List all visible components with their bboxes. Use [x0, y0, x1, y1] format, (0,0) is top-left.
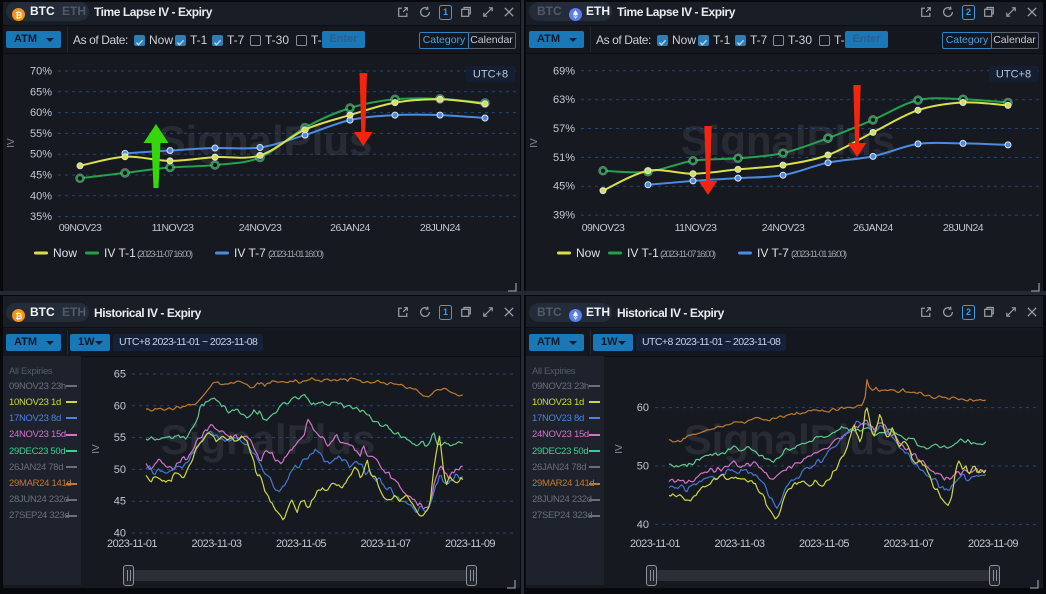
svg-text:60: 60 [114, 400, 126, 412]
svg-text:SignalPlus: SignalPlus [161, 416, 376, 463]
svg-text:(2023-11-07 16:00): (2023-11-07 16:00) [660, 249, 716, 260]
svg-text:24NOV23: 24NOV23 [762, 222, 805, 234]
svg-text:50%: 50% [30, 149, 52, 161]
svg-text:60: 60 [637, 402, 649, 414]
svg-text:70%: 70% [30, 66, 52, 78]
svg-text:63%: 63% [553, 94, 575, 106]
svg-text:SignalPlus: SignalPlus [684, 416, 899, 463]
svg-text:IV: IV [614, 444, 625, 454]
svg-text:09NOV23: 09NOV23 [59, 222, 102, 234]
svg-text:55: 55 [114, 432, 126, 444]
svg-text:IV: IV [529, 138, 540, 148]
svg-text:40: 40 [637, 519, 649, 531]
svg-text:2023-11-05: 2023-11-05 [799, 538, 849, 550]
svg-text:50: 50 [637, 461, 649, 473]
svg-text:2023-11-01: 2023-11-01 [107, 538, 157, 550]
svg-text:₿: ₿ [15, 311, 22, 321]
svg-text:IV T-1: IV T-1 [627, 246, 659, 260]
svg-text:2023-11-03: 2023-11-03 [715, 538, 765, 550]
svg-text:(2023-11-01 16:00): (2023-11-01 16:00) [268, 249, 324, 260]
svg-text:26JAN24: 26JAN24 [853, 222, 893, 234]
svg-text:45%: 45% [553, 181, 575, 193]
svg-text:(2023-11-01 16:00): (2023-11-01 16:00) [791, 249, 847, 260]
svg-text:2023-11-05: 2023-11-05 [276, 538, 326, 550]
svg-text:65%: 65% [30, 86, 52, 98]
svg-text:IV T-1: IV T-1 [104, 246, 136, 260]
svg-text:39%: 39% [553, 210, 575, 222]
svg-text:40: 40 [114, 528, 126, 540]
svg-text:(2023-11-07 16:00): (2023-11-07 16:00) [137, 249, 193, 260]
svg-text:IV T-7: IV T-7 [757, 246, 789, 260]
svg-text:51%: 51% [553, 152, 575, 164]
svg-text:Now: Now [53, 246, 77, 260]
svg-text:60%: 60% [30, 107, 52, 119]
svg-text:Now: Now [576, 246, 600, 260]
svg-text:65: 65 [114, 369, 126, 381]
svg-text:40%: 40% [30, 190, 52, 202]
svg-text:69%: 69% [553, 65, 575, 77]
svg-text:28JUN24: 28JUN24 [943, 222, 984, 234]
svg-text:IV T-7: IV T-7 [234, 246, 266, 260]
svg-text:IV: IV [91, 444, 102, 454]
svg-text:2023-11-07: 2023-11-07 [884, 538, 934, 550]
svg-text:57%: 57% [553, 123, 575, 135]
svg-text:35%: 35% [30, 211, 52, 223]
svg-text:45%: 45% [30, 170, 52, 182]
svg-text:₿: ₿ [15, 10, 22, 20]
svg-text:2023-11-01: 2023-11-01 [630, 538, 680, 550]
svg-text:11NOV23: 11NOV23 [675, 222, 717, 234]
svg-text:45: 45 [114, 496, 126, 508]
svg-text:26JAN24: 26JAN24 [330, 222, 370, 234]
svg-text:2023-11-09: 2023-11-09 [968, 538, 1018, 550]
svg-text:28JUN24: 28JUN24 [420, 222, 461, 234]
svg-text:UTC+8: UTC+8 [473, 69, 508, 81]
svg-text:2023-11-09: 2023-11-09 [445, 538, 495, 550]
svg-text:50: 50 [114, 464, 126, 476]
svg-text:SignalPlus: SignalPlus [158, 117, 373, 164]
svg-text:2023-11-07: 2023-11-07 [361, 538, 411, 550]
svg-text:24NOV23: 24NOV23 [239, 222, 282, 234]
svg-text:11NOV23: 11NOV23 [152, 222, 194, 234]
svg-text:IV: IV [6, 138, 17, 148]
svg-text:09NOV23: 09NOV23 [582, 222, 625, 234]
svg-text:55%: 55% [30, 128, 52, 140]
svg-text:2023-11-03: 2023-11-03 [192, 538, 242, 550]
svg-text:UTC+8: UTC+8 [996, 69, 1031, 81]
